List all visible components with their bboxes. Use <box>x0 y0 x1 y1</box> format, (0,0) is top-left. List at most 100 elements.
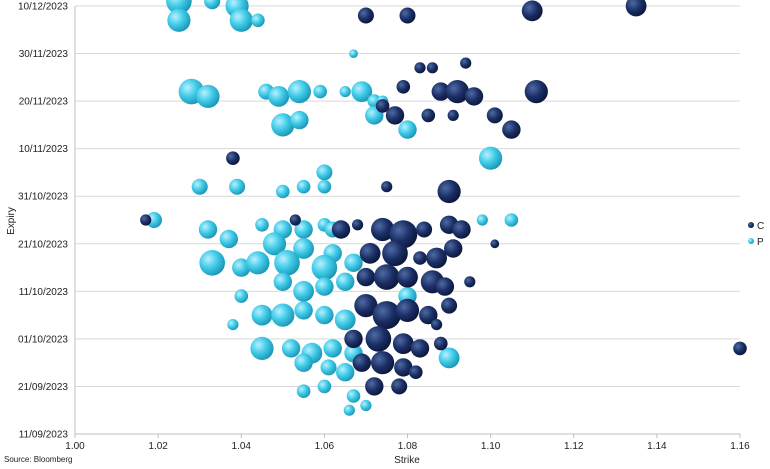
bubble-c-42 <box>354 294 378 318</box>
legend-label-p: P <box>757 237 764 248</box>
bubble-c-41 <box>464 276 476 288</box>
x-tick-label-2: 1.04 <box>232 441 252 452</box>
bubble-p-53 <box>251 304 273 326</box>
bubble-c-27 <box>416 221 433 238</box>
bubble-p-41 <box>199 249 225 276</box>
bubble-p-2 <box>229 8 253 32</box>
bubble-p-12 <box>313 84 328 99</box>
bubble-c-18 <box>226 151 240 165</box>
bubble-c-25 <box>371 217 395 242</box>
x-tick-label-3: 1.06 <box>315 441 335 452</box>
y-tick-label-2: 01/10/2023 <box>18 334 68 345</box>
x-tick-label-8: 1.16 <box>730 441 750 452</box>
x-tick-label-5: 1.10 <box>481 441 501 452</box>
bubble-p-8 <box>196 84 220 108</box>
bubble-c-21 <box>140 214 152 226</box>
bubble-p-13 <box>339 86 351 98</box>
legend-marker-c <box>748 222 754 228</box>
bubble-c-10 <box>464 87 484 106</box>
x-tick-label-7: 1.14 <box>647 441 667 452</box>
bubble-c-2 <box>521 0 543 22</box>
y-tick-label-6: 10/11/2023 <box>19 144 69 155</box>
bubble-p-66 <box>320 359 337 376</box>
bubble-c-15 <box>447 109 459 121</box>
bubble-c-52 <box>434 336 448 351</box>
bubble-p-52 <box>234 289 249 303</box>
bubble-p-64 <box>438 347 460 369</box>
bubble-p-23 <box>191 178 208 195</box>
bubble-c-4 <box>460 57 472 69</box>
bubble-p-3 <box>251 13 265 28</box>
bubble-c-57 <box>365 377 384 396</box>
bubble-c-20 <box>437 179 461 204</box>
bubble-c-53 <box>733 341 747 356</box>
bubble-c-47 <box>431 319 443 331</box>
bubble-c-33 <box>413 251 427 265</box>
bubble-p-18 <box>290 110 309 130</box>
bubble-p-45 <box>311 254 338 281</box>
bubble-c-50 <box>392 333 414 354</box>
bubble-p-49 <box>315 277 334 296</box>
bubble-p-55 <box>294 301 313 320</box>
bubble-c-40 <box>435 277 455 296</box>
bubble-p-70 <box>346 389 361 403</box>
bubble-c-13 <box>385 106 405 125</box>
bubble-c-45 <box>419 305 438 325</box>
bubble-c-7 <box>396 80 411 94</box>
bubble-c-24 <box>352 219 364 231</box>
y-tick-label-0: 11/09/2023 <box>19 430 69 441</box>
legend: C P <box>748 221 764 248</box>
bubble-p-6 <box>349 49 358 58</box>
bubble-c-51 <box>410 339 430 358</box>
bubble-p-11 <box>287 80 311 104</box>
bubble-c-43 <box>372 301 401 330</box>
bubble-c-23 <box>331 220 351 239</box>
bubble-p-58 <box>227 319 239 331</box>
bubble-p-5 <box>204 0 221 10</box>
bubble-p-56 <box>315 305 334 325</box>
bubble-p-28 <box>146 212 162 228</box>
x-tick-labels: 1.00 1.02 1.04 1.06 1.08 1.10 1.12 1.14 1.16 <box>65 441 750 452</box>
bubble-p-44 <box>274 249 300 276</box>
bubble-p-37 <box>219 229 238 249</box>
bubble-p-72 <box>343 404 355 416</box>
bubble-p-34 <box>476 214 488 226</box>
bubble-c-1 <box>399 7 416 24</box>
y-tick-label-4: 21/10/2023 <box>18 239 68 250</box>
bubble-c-16 <box>486 107 503 124</box>
y-axis-title: Expiry <box>6 207 17 235</box>
source-note: Source: Bloomberg <box>4 455 72 464</box>
bubble-p-36 <box>198 220 218 239</box>
bubble-p-4 <box>167 8 191 32</box>
bubble-c-5 <box>426 62 438 74</box>
bubble-c-56 <box>394 358 413 377</box>
legend-marker-p <box>748 238 754 244</box>
bubble-c-0 <box>357 7 374 24</box>
bubble-p-60 <box>281 339 301 358</box>
bubble-p-31 <box>294 220 313 239</box>
bubble-p-69 <box>296 384 311 399</box>
y-tick-label-1: 21/09/2023 <box>18 382 68 393</box>
bubble-c-36 <box>356 267 376 287</box>
bubble-p-38 <box>262 232 287 256</box>
legend-label-c: C <box>757 221 764 232</box>
bubble-c-35 <box>444 239 463 258</box>
bubble-p-10 <box>268 86 290 107</box>
bubble-p-47 <box>273 272 292 291</box>
bubble-p-25 <box>276 184 290 199</box>
bubble-p-0 <box>166 0 192 14</box>
y-tick-label-5: 31/10/2023 <box>18 192 68 203</box>
bubble-c-17 <box>502 120 521 139</box>
x-tick-label-6: 1.12 <box>564 441 584 452</box>
bubble-p-29 <box>255 218 269 232</box>
bubble-p-71 <box>360 399 372 412</box>
bubble-c-30 <box>490 239 500 249</box>
bubble-p-59 <box>250 336 274 360</box>
bubble-c-8 <box>431 82 450 101</box>
bubble-p-48 <box>293 280 314 302</box>
bubble-c-12 <box>375 99 390 113</box>
x-tick-label-1: 1.02 <box>148 441 168 452</box>
bubble-p-21 <box>316 164 333 181</box>
bubble-p-35 <box>504 213 519 227</box>
